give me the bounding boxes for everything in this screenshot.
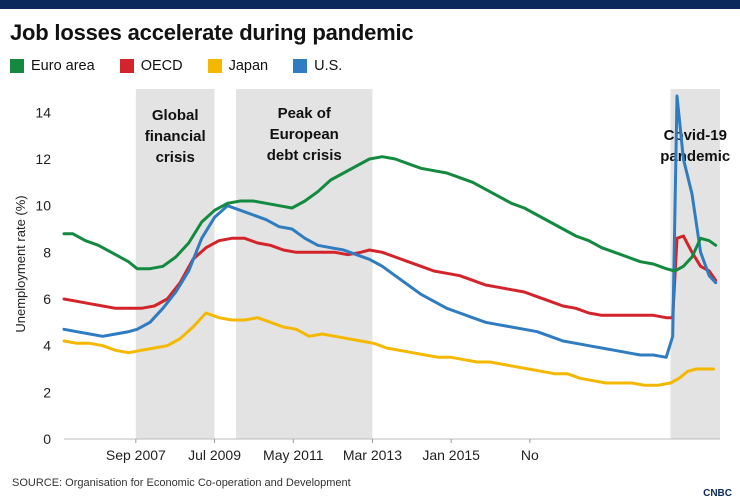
top-banner	[0, 0, 740, 9]
y-tick-label: 6	[43, 291, 51, 307]
x-tick-label: Sep 2007	[106, 447, 166, 463]
y-tick-label: 2	[43, 384, 51, 400]
shaded-period-0	[135, 89, 215, 439]
series-line-u-s	[62, 94, 718, 359]
legend-item-japan: Japan	[207, 58, 269, 74]
y-tick-label: 10	[35, 198, 51, 214]
shaded-period-1	[236, 89, 373, 439]
series-line-japan	[62, 311, 715, 387]
legend-swatch-oecd	[119, 59, 134, 73]
legend-swatch-us	[293, 59, 308, 73]
legend-swatch-japan	[207, 59, 222, 73]
legend: Euro area OECD Japan U.S.	[10, 56, 367, 76]
y-axis-label: Unemployment rate (%)	[13, 195, 28, 332]
y-tick-label: 8	[43, 244, 51, 260]
legend-swatch-euro-area	[10, 59, 24, 73]
x-tick-label: No	[521, 447, 539, 463]
shaded-period-2	[670, 89, 720, 439]
legend-item-us: U.S.	[293, 58, 342, 74]
y-tick-label: 0	[43, 431, 51, 447]
legend-item-euro-area: Euro area	[10, 58, 95, 74]
x-tick-label: Mar 2013	[343, 447, 402, 463]
x-tick-label: Jan 2015	[422, 447, 480, 463]
shaded-period-label-0: Global financial crisis	[145, 107, 206, 166]
x-tick-label: Jul 2009	[188, 447, 241, 463]
shaded-period-label-1: Peak of European debt crisis	[267, 105, 342, 164]
chart-title: Job losses accelerate during pandemic	[10, 20, 414, 45]
legend-label-oecd: OECD	[140, 58, 183, 74]
y-tick-label: 4	[43, 338, 51, 354]
x-tick-label: May 2011	[263, 447, 324, 463]
legend-label-japan: Japan	[228, 58, 269, 74]
source-note: SOURCE: Organisation for Economic Co-ope…	[12, 477, 351, 489]
legend-item-oecd: OECD	[119, 58, 183, 74]
y-tick-label: 14	[35, 104, 51, 120]
series-line-euro-area	[62, 155, 718, 273]
y-tick-label: 12	[35, 151, 51, 167]
legend-label-euro-area: Euro area	[31, 58, 95, 74]
legend-label-us: U.S.	[314, 58, 343, 74]
brand-logo: CNBC	[703, 488, 732, 499]
